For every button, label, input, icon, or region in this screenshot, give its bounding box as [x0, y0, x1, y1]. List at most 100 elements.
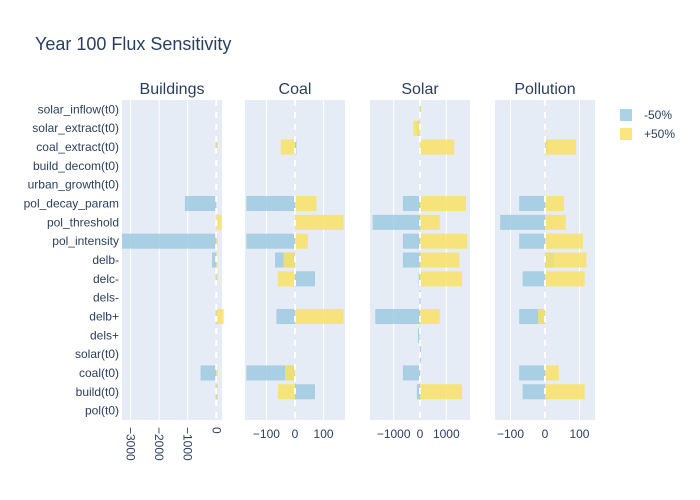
bar-buildings-delc-plus50 [216, 271, 218, 287]
tick-label-buildings-1000: −1000 [181, 427, 195, 461]
bar-solar-delb-minus50 [375, 308, 420, 324]
bar-solar-delb-minus50 [402, 252, 420, 268]
category-label-dels: dels- [93, 291, 119, 305]
bar-coal-delb-minus50 [276, 308, 295, 324]
category-label-coal-t0: coal(t0) [79, 366, 119, 380]
bar-solar-pol-decay-param-plus50 [420, 196, 467, 212]
bar-solar-solar-extract-t0-plus50 [413, 120, 420, 136]
bar-pollution-delb-plus50 [538, 308, 545, 324]
bar-buildings-pol-decay-param-minus50 [184, 196, 217, 212]
bar-pollution-pol-intensity-plus50 [545, 233, 583, 249]
panel-title-solar: Solar [401, 81, 439, 98]
bar-pollution-coal-extract-t0-plus50 [545, 139, 577, 155]
bar-solar-coal-t0-minus50 [402, 365, 420, 381]
tick-label-pollution-100: −100 [497, 427, 524, 441]
bar-solar-pol-threshold-minus50 [372, 214, 420, 230]
bar-solar-delc-plus50 [420, 271, 463, 287]
tick-label-coal-0: 0 [292, 427, 299, 441]
bar-solar-pol-intensity-minus50 [402, 233, 420, 249]
bar-solar-pol-decay-param-minus50 [402, 196, 420, 212]
tick-label-buildings-3000: −3000 [124, 427, 138, 461]
panel-title-buildings: Buildings [140, 81, 205, 98]
tick-label-solar-1000: −1000 [377, 427, 411, 441]
category-label-solar-extract-t0: solar_extract(t0) [32, 121, 119, 135]
panel-title-pollution: Pollution [514, 81, 575, 98]
tick-label-pollution-100: 100 [569, 427, 589, 441]
bar-solar-delb-plus50 [420, 252, 460, 268]
bar-pollution-pol-threshold-plus50 [545, 214, 566, 230]
bar-solar-coal-extract-t0-plus50 [420, 139, 455, 155]
bar-buildings-coal-extract-t0-plus50 [216, 139, 218, 155]
category-label-coal-extract-t0: coal_extract(t0) [36, 140, 119, 154]
bar-solar-build-t0-plus50 [420, 384, 463, 400]
bar-coal-coal-extract-t0-plus50 [280, 139, 295, 155]
category-label-solar-inflow-t0: solar_inflow(t0) [38, 102, 119, 116]
bar-solar-pol-intensity-plus50 [420, 233, 468, 249]
category-label-build-decom-t0: build_decom(t0) [33, 159, 119, 173]
panel-title-coal: Coal [279, 81, 312, 98]
bar-coal-pol-threshold-plus50 [295, 214, 344, 230]
legend-swatch-minus50 [620, 109, 632, 121]
bar-coal-coal-t0-plus50 [285, 365, 295, 381]
tick-label-buildings-2000: −2000 [152, 427, 166, 461]
category-label-delb: delb+ [89, 309, 119, 323]
category-label-build-t0: build(t0) [76, 385, 119, 399]
bar-coal-pol-intensity-minus50 [246, 233, 295, 249]
bar-buildings-coal-t0-plus50 [216, 365, 218, 381]
tick-label-solar-1000: 1000 [433, 427, 460, 441]
bar-coal-coal-t0-minus50 [246, 365, 295, 381]
bar-buildings-coal-extract-t0-minus50 [215, 139, 217, 155]
bar-pollution-pol-threshold-minus50 [500, 214, 545, 230]
bar-coal-pol-decay-param-minus50 [246, 196, 295, 212]
category-label-dels: dels+ [90, 328, 119, 342]
category-label-delc: delc- [93, 272, 119, 286]
bar-pollution-build-t0-plus50 [545, 384, 585, 400]
category-label-pol-t0: pol(t0) [85, 404, 119, 418]
category-label-delb: delb- [92, 253, 119, 267]
bar-solar-delb-plus50 [420, 308, 440, 324]
bar-coal-pol-intensity-plus50 [295, 233, 308, 249]
bar-pollution-pol-decay-param-minus50 [519, 196, 545, 212]
tick-label-pollution-0: 0 [542, 427, 549, 441]
category-label-pol-intensity: pol_intensity [52, 234, 119, 248]
category-label-pol-threshold: pol_threshold [47, 215, 119, 229]
bar-buildings-delb-minus50 [212, 252, 217, 268]
bar-pollution-coal-t0-minus50 [519, 365, 545, 381]
bar-coal-delc-minus50 [295, 271, 315, 287]
bar-solar-dels-plus50 [418, 327, 420, 343]
bar-pollution-coal-t0-plus50 [545, 365, 559, 381]
category-label-pol-decay-param: pol_decay_param [24, 197, 119, 211]
tick-label-coal-100: 100 [314, 427, 334, 441]
legend-swatch-plus50 [620, 128, 632, 140]
tick-label-buildings-0: 0 [209, 427, 223, 434]
bar-buildings-pol-threshold-plus50 [216, 214, 222, 230]
bar-buildings-delb-plus50 [216, 308, 224, 324]
bar-buildings-pol-intensity-minus50 [122, 233, 217, 249]
legend-label-plus50: +50% [644, 127, 675, 141]
bar-buildings-coal-t0-minus50 [200, 365, 217, 381]
category-label-solar-t0: solar(t0) [75, 347, 119, 361]
bar-coal-delb-plus50 [295, 308, 344, 324]
bar-coal-build-t0-plus50 [277, 384, 295, 400]
bar-coal-delc-plus50 [277, 271, 295, 287]
bar-solar-delc-minus50 [418, 271, 420, 287]
bar-pollution-delc-plus50 [545, 271, 585, 287]
bar-coal-delb-plus50 [283, 252, 295, 268]
bar-coal-pol-decay-param-plus50 [295, 196, 317, 212]
tick-label-solar-0: 0 [417, 427, 424, 441]
legend-label-minus50: -50% [644, 108, 672, 122]
bar-pollution-build-t0-minus50 [522, 384, 545, 400]
bar-pollution-pol-decay-param-plus50 [545, 196, 564, 212]
bar-buildings-pol-intensity-plus50 [216, 233, 218, 249]
bar-pollution-delc-minus50 [522, 271, 545, 287]
tick-label-coal-100: −100 [253, 427, 280, 441]
chart-title: Year 100 Flux Sensitivity [35, 34, 231, 54]
bar-coal-build-t0-minus50 [295, 384, 315, 400]
bar-solar-pol-threshold-plus50 [420, 214, 440, 230]
bar-solar-solar-inflow-t0-plus50 [419, 101, 421, 117]
bar-coal-coal-extract-t0-minus50 [295, 139, 297, 155]
bar-pollution-delb-plus50 [545, 252, 587, 268]
bar-buildings-delc-minus50 [215, 271, 217, 287]
